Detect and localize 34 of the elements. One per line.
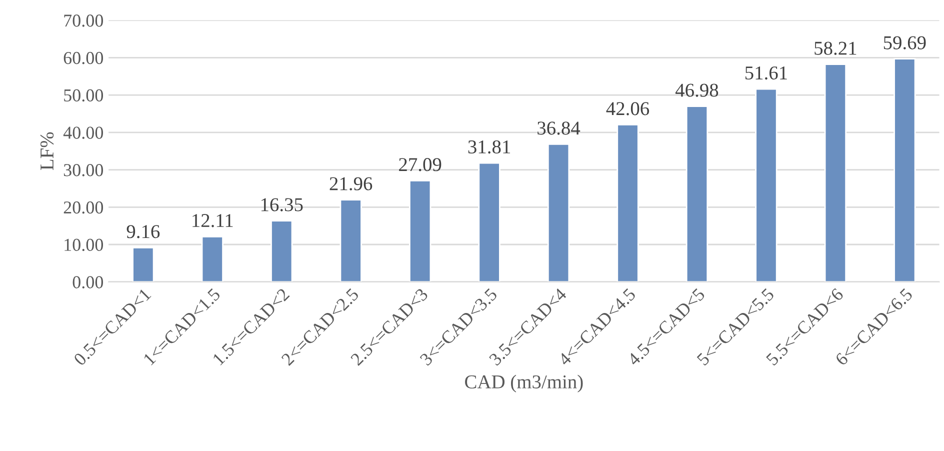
y-tick-label: 50.00: [64, 89, 104, 102]
bar: [201, 236, 224, 282]
data-label: 21.96: [330, 177, 372, 190]
y-tick-label: 40.00: [63, 126, 104, 139]
bar: [132, 246, 154, 282]
data-label: 12.11: [192, 214, 233, 228]
bar: [547, 144, 570, 282]
bar: [755, 88, 778, 282]
y-axis-title: LF%: [40, 132, 54, 170]
x-axis-title: CAD (m3/min): [465, 374, 583, 392]
data-label: 31.81: [468, 140, 510, 154]
data-label: 27.09: [399, 158, 442, 172]
data-label: 9.16: [126, 225, 160, 238]
data-label: 58.21: [814, 42, 856, 55]
y-tick-label: 20.00: [64, 201, 104, 214]
bar: [340, 199, 362, 282]
y-tick-label: 0.00: [72, 276, 104, 288]
y-tick-label: 70.00: [64, 14, 104, 27]
y-tick-label: 60.00: [64, 52, 104, 64]
bar: [616, 124, 639, 282]
bar: [894, 58, 916, 282]
y-tick-label: 30.00: [64, 164, 104, 176]
y-tick-label: 10.00: [64, 238, 104, 252]
bar: [478, 162, 500, 282]
data-label: 46.98: [675, 84, 718, 97]
data-label: 16.35: [261, 198, 303, 212]
bar: [824, 64, 847, 282]
data-label: 59.69: [884, 36, 926, 50]
bar: [270, 220, 293, 282]
data-label: 36.84: [538, 122, 580, 135]
bar: [686, 106, 708, 282]
data-label: 51.61: [745, 66, 787, 80]
bar: [409, 180, 432, 282]
data-label: 42.06: [606, 102, 650, 116]
